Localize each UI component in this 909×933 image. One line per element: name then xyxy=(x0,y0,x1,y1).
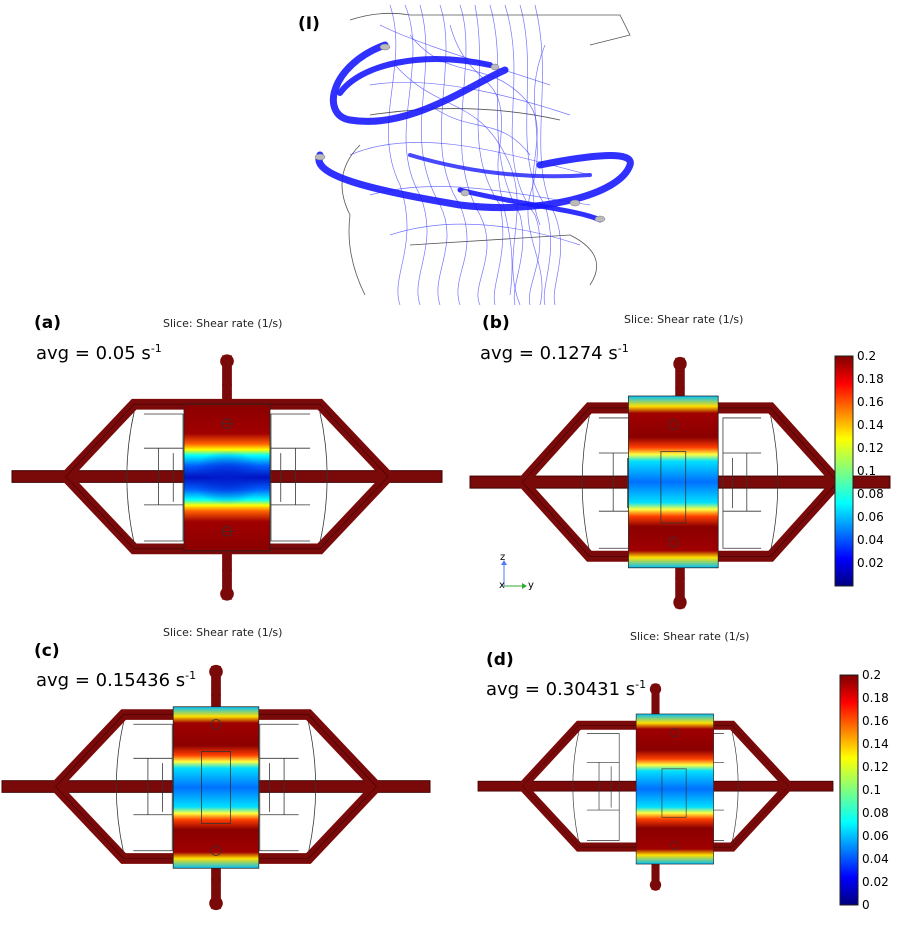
avg-value-d: avg = 0.30431 s xyxy=(486,679,636,700)
avg-label-c: avg = 0.15436 s-1 xyxy=(36,669,196,691)
colorbar-d-tick: 0.1 xyxy=(862,783,882,797)
colorbar-b-tick: 0.04 xyxy=(857,533,884,547)
avg-value-b: avg = 0.1274 s xyxy=(480,343,618,364)
colorbar-d-tick: 0.14 xyxy=(862,737,889,751)
shear-plot-c xyxy=(2,665,430,910)
colorbar-d-tick: 0.12 xyxy=(862,760,889,774)
shear-plot-b xyxy=(470,345,890,615)
colorbar-b-tick: 0.08 xyxy=(857,487,884,501)
colorbar-b-tick: 0.18 xyxy=(857,372,884,386)
colorbar-d-tick: 0 xyxy=(862,898,870,912)
colorbar-d-tick: 0.18 xyxy=(862,691,889,705)
avg-label-d: avg = 0.30431 s-1 xyxy=(486,678,646,700)
colorbar-d-tick: 0.02 xyxy=(862,875,889,889)
colorbar-d-tick: 0.08 xyxy=(862,806,889,820)
panel-label-d: (d) xyxy=(486,650,514,670)
colorbar-b: 0.2 0.18 0.16 0.14 0.12 0.1 0.08 0.06 0.… xyxy=(834,349,884,587)
avg-unit-exp-c: -1 xyxy=(185,669,197,682)
avg-value-a: avg = 0.05 s xyxy=(36,343,151,364)
slice-title-d: Slice: Shear rate (1/s) xyxy=(630,630,750,643)
panel-label-top: (I) xyxy=(298,14,320,34)
slice-title-b: Slice: Shear rate (1/s) xyxy=(624,313,744,326)
axis-label-z: z xyxy=(500,552,506,563)
avg-unit-exp-a: -1 xyxy=(150,342,162,355)
axis-triad xyxy=(501,560,527,589)
colorbar-d-tick: 0.2 xyxy=(862,668,882,682)
colorbar-d-tick: 0.06 xyxy=(862,829,889,843)
colorbar-b-tick: 0.2 xyxy=(857,349,877,363)
colorbar-b-tick: 0.12 xyxy=(857,441,884,455)
colorbar-d-tick: 0.16 xyxy=(862,714,889,728)
shear-plot-d xyxy=(478,672,833,902)
colorbar-b-tick: 0.16 xyxy=(857,395,884,409)
colorbar-b-tick: 0.06 xyxy=(857,510,884,524)
colorbar-d: 0.2 0.18 0.16 0.14 0.12 0.1 0.08 0.06 0.… xyxy=(839,668,889,912)
axis-label-y: y xyxy=(528,580,534,591)
panel-label-a: (a) xyxy=(34,313,62,333)
avg-value-c: avg = 0.15436 s xyxy=(36,670,186,691)
slice-title-c: Slice: Shear rate (1/s) xyxy=(163,626,283,639)
colorbar-b-tick: 0.14 xyxy=(857,418,884,432)
colorbar-b-tick: 0.1 xyxy=(857,464,877,478)
panel-label-c: (c) xyxy=(34,641,60,661)
colorbar-b-tick: 0.02 xyxy=(857,556,884,570)
colorbar-d-tick: 0.04 xyxy=(862,852,889,866)
avg-unit-exp-d: -1 xyxy=(635,678,647,691)
streamline-plot xyxy=(314,4,634,306)
axis-label-x: x xyxy=(499,580,505,591)
panel-label-b: (b) xyxy=(482,313,510,333)
avg-label-b: avg = 0.1274 s-1 xyxy=(480,342,629,364)
avg-label-a: avg = 0.05 s-1 xyxy=(36,342,162,364)
slice-title-a: Slice: Shear rate (1/s) xyxy=(163,317,283,330)
shear-plot-a xyxy=(12,355,442,600)
avg-unit-exp-b: -1 xyxy=(617,342,629,355)
